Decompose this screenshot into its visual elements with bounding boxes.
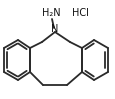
Text: N: N <box>51 24 58 34</box>
Text: HCl: HCl <box>71 8 88 18</box>
Text: H₂N: H₂N <box>41 8 60 18</box>
